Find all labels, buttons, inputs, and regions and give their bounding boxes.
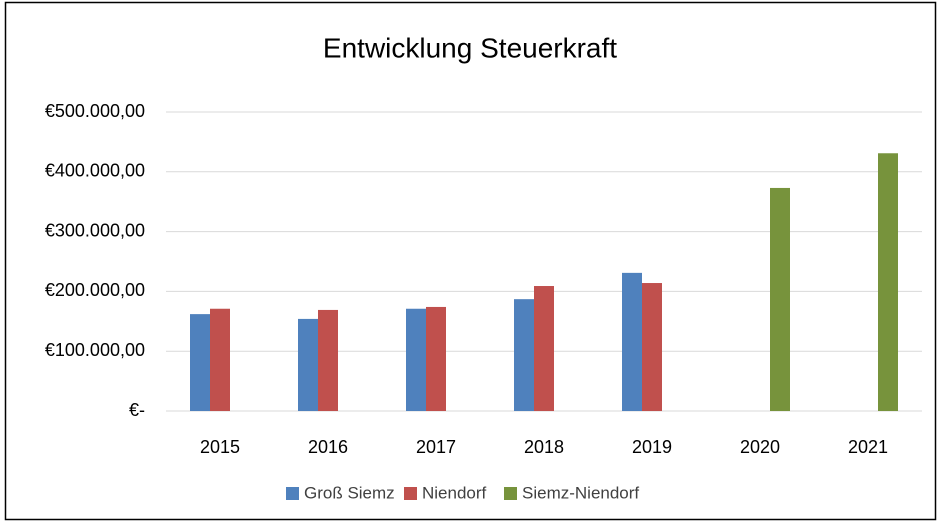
bar	[514, 299, 534, 411]
bar	[534, 286, 554, 411]
bar	[190, 314, 210, 411]
legend-swatch	[286, 487, 299, 500]
bar	[426, 306, 446, 411]
y-tick-label: €200.000,00	[45, 280, 145, 300]
bar	[642, 283, 662, 411]
x-tick-label: 2015	[200, 437, 240, 457]
bar	[770, 187, 790, 411]
chart-frame	[4, 1, 937, 521]
legend-label: Niendorf	[422, 483, 487, 502]
y-tick-label: €400.000,00	[45, 161, 145, 181]
legend-swatch	[404, 487, 417, 500]
y-tick-label: €500.000,00	[45, 101, 145, 121]
bar	[878, 153, 898, 411]
chart-title: Entwicklung Steuerkraft	[323, 32, 617, 63]
y-tick-label: €-	[129, 400, 145, 420]
bar	[318, 309, 338, 411]
bar	[210, 308, 230, 411]
legend-label: Groß Siemz	[304, 483, 395, 502]
x-tick-label: 2019	[632, 437, 672, 457]
x-tick-label: 2016	[308, 437, 348, 457]
bar	[622, 272, 642, 411]
x-tick-label: 2017	[416, 437, 456, 457]
legend-swatch	[504, 487, 517, 500]
x-tick-label: 2018	[524, 437, 564, 457]
y-tick-label: €300.000,00	[45, 220, 145, 240]
y-tick-label: €100.000,00	[45, 340, 145, 360]
bar	[406, 308, 426, 411]
bar	[298, 318, 318, 411]
x-tick-label: 2021	[848, 437, 888, 457]
x-tick-label: 2020	[740, 437, 780, 457]
legend-label: Siemz-Niendorf	[522, 483, 639, 502]
